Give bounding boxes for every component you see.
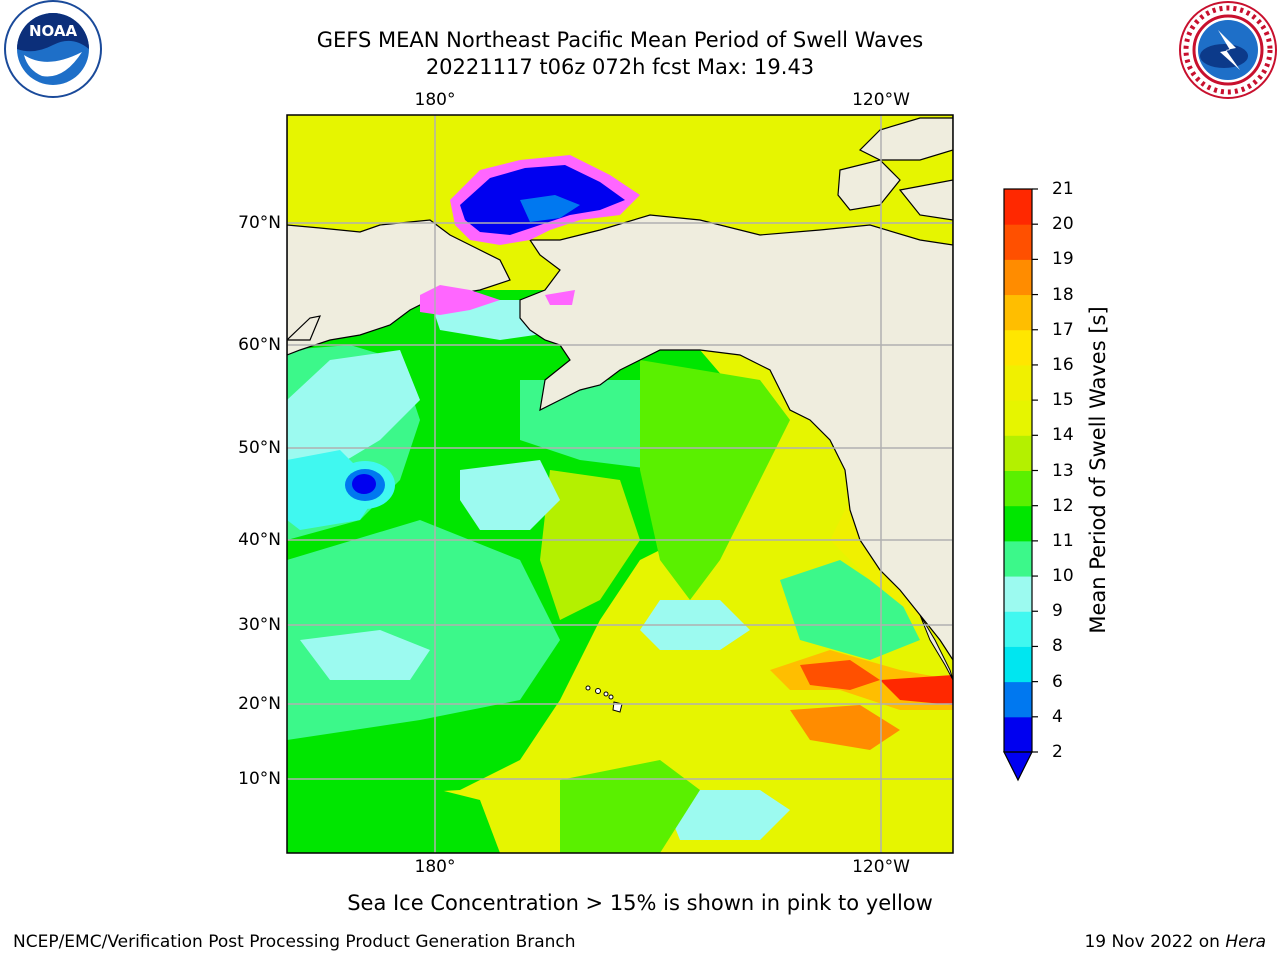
land-arctic-island-2: [837, 159, 901, 211]
colorbar-block: [1004, 470, 1032, 507]
colorbar-block: [1004, 646, 1032, 683]
colorbar-extend-arrow: [1003, 751, 1033, 782]
graticule: [287, 115, 953, 853]
colorbar-block: [1004, 224, 1032, 260]
chart-title: GEFS MEAN Northeast Pacific Mean Period …: [316, 28, 924, 52]
arctic-swell-blue: [520, 195, 580, 222]
sea-ice-note: Sea Ice Concentration > 15% is shown in …: [0, 891, 1280, 915]
noaa-logo-icon: NOAA: [2, 0, 104, 100]
land-arctic-island-3: [898, 179, 953, 221]
lon-label-top-180: 180°: [414, 90, 456, 110]
colorbar-tick-label: 12: [1052, 495, 1074, 516]
lat-label-70n: 70°N: [238, 213, 281, 233]
swell-field-lightgreen-east: [780, 560, 920, 660]
colorbar-block: [1004, 329, 1032, 366]
footer-branch: NCEP/EMC/Verification Post Processing Pr…: [13, 932, 576, 952]
land-kamchatka: [287, 315, 321, 341]
swell-field-cyan-mid: [460, 460, 560, 530]
colorbar-tick-label: 4: [1052, 706, 1063, 727]
colorbar-block: [1004, 611, 1032, 647]
swell-field-cyan-southeast: [660, 790, 790, 840]
colorbar-block: [1004, 189, 1032, 225]
colorbar-tick-label: 6: [1052, 671, 1063, 692]
colorbar-block: [1004, 400, 1032, 436]
colorbar-tick-label: 10: [1052, 566, 1074, 587]
swell-field-red-north: [800, 660, 880, 690]
lat-label-60n: 60°N: [238, 335, 281, 355]
colorbar-tick-label: 16: [1052, 354, 1074, 375]
colorbar-tick-label: 17: [1052, 319, 1074, 340]
colorbar-block: [1004, 681, 1032, 718]
colorbar-block: [1004, 576, 1032, 612]
lon-label-bottom-180: 180°: [414, 857, 456, 877]
lat-label-50n: 50°N: [238, 438, 281, 458]
sea-ice-pink-east: [545, 290, 575, 305]
swell-field-cyan-northwest: [287, 350, 420, 470]
colorbar-tick-label: 9: [1052, 601, 1063, 622]
swell-field-orange-south: [790, 705, 900, 750]
lat-label-40n: 40°N: [238, 530, 281, 550]
swell-field-lightgreen-west: [287, 520, 560, 740]
colorbar-tick-label: 21: [1052, 179, 1074, 199]
colorbar-title: Mean Period of Swell Waves [s]: [1086, 306, 1110, 634]
footer-date-text: 19 Nov 2022 on: [1084, 932, 1226, 952]
lat-label-30n: 30°N: [238, 615, 281, 635]
colorbar-block: [1004, 364, 1032, 401]
colorbar-tick-label: 13: [1052, 460, 1074, 481]
swell-field-yellowgreen-mid: [540, 470, 640, 620]
sea-ice-note-text: Sea Ice Concentration > 15% is shown in …: [347, 891, 933, 915]
land-north-america: [519, 115, 953, 662]
national-weather-service-logo-icon: [1178, 0, 1278, 100]
lon-label-top-120w: 120°W: [852, 90, 910, 110]
colorbar-tick-label: 18: [1052, 284, 1074, 305]
swell-cell-darkblue: [352, 474, 376, 494]
swell-field-cyan-south: [300, 630, 430, 680]
swell-field-green-south: [287, 780, 500, 853]
land-asia: [287, 115, 511, 356]
swell-field-yellowgreen-south: [560, 760, 700, 853]
chart-subtitle: 20221117 t06z 072h fcst Max: 19.43: [425, 55, 815, 79]
sea-ice-pink-bering: [420, 285, 500, 315]
land-arctic-island-1: [858, 117, 953, 161]
colorbar-block: [1004, 716, 1032, 753]
lon-label-bottom-120w: 120°W: [852, 857, 910, 877]
colorbar-block: [1004, 435, 1032, 471]
colorbar-block: [1004, 294, 1032, 331]
land-baja: [919, 614, 953, 681]
colorbar-block: [1004, 540, 1032, 577]
footer-date: 19 Nov 2022 on Hera: [1084, 932, 1266, 952]
colorbar-tick-label: 20: [1052, 214, 1074, 235]
swell-field-red-east: [880, 675, 953, 705]
map-frame: [286, 114, 954, 854]
lat-label-20n: 20°N: [238, 694, 281, 714]
colorbar-tick-label: 2: [1052, 742, 1063, 762]
noaa-logo-text: NOAA: [29, 22, 78, 40]
colorbar-tick-label: 19: [1052, 249, 1074, 270]
footer-host: Hera: [1225, 932, 1266, 952]
lat-label-10n: 10°N: [238, 769, 281, 789]
colorbar-block: [1004, 259, 1032, 296]
colorbar-tick-label: 14: [1052, 425, 1074, 446]
colorbar-tick-label: 15: [1052, 390, 1074, 411]
colorbar-tick-label: 8: [1052, 636, 1063, 657]
colorbar-block: [1004, 505, 1032, 542]
colorbar-tick-label: 11: [1052, 530, 1074, 551]
